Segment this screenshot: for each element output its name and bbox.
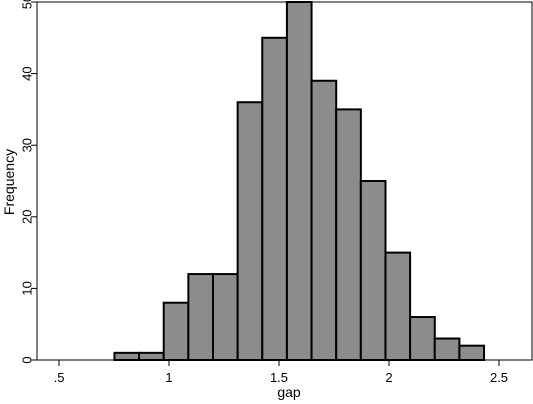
y-tick-label: 50 [20, 0, 35, 9]
plot-frame [36, 1, 533, 361]
histogram-bar-13 [433, 337, 461, 361]
histogram-bar-10 [359, 180, 387, 361]
x-axis-ticks: .5 1 1.5 2 2.5 [54, 360, 508, 385]
histogram-bar-2 [162, 301, 190, 361]
y-tick-label: 20 [20, 210, 35, 224]
histogram-bar-8 [310, 79, 338, 361]
histogram-bar-9 [335, 108, 362, 362]
y-axis-title: Frequency [1, 149, 17, 215]
x-tick-label: 2.5 [490, 370, 508, 385]
histogram-bar-14 [458, 344, 486, 361]
bars-group [113, 1, 486, 362]
y-tick-label: 30 [20, 138, 35, 152]
x-axis-title: gap [277, 384, 301, 400]
histogram-bar-0 [113, 351, 141, 361]
histogram-bar-1 [138, 351, 165, 361]
x-tick-label: 1 [165, 370, 172, 385]
y-axis-ticks: 0 10 20 30 40 50 [20, 0, 37, 364]
histogram-bar-6 [261, 36, 288, 362]
y-tick-label: 40 [20, 66, 35, 80]
histogram-bar-12 [409, 316, 436, 362]
y-tick-label: 0 [20, 356, 35, 363]
x-tick-label: 1.5 [270, 370, 288, 385]
x-tick-label: 2 [385, 370, 392, 385]
histogram-bar-4 [212, 273, 239, 361]
histogram-bar-3 [187, 273, 214, 361]
histogram-bar-7 [285, 1, 313, 361]
y-tick-label: 10 [20, 281, 35, 295]
histogram-bar-11 [384, 251, 412, 362]
x-tick-label: .5 [54, 370, 65, 385]
histogram-bar-5 [236, 101, 264, 362]
